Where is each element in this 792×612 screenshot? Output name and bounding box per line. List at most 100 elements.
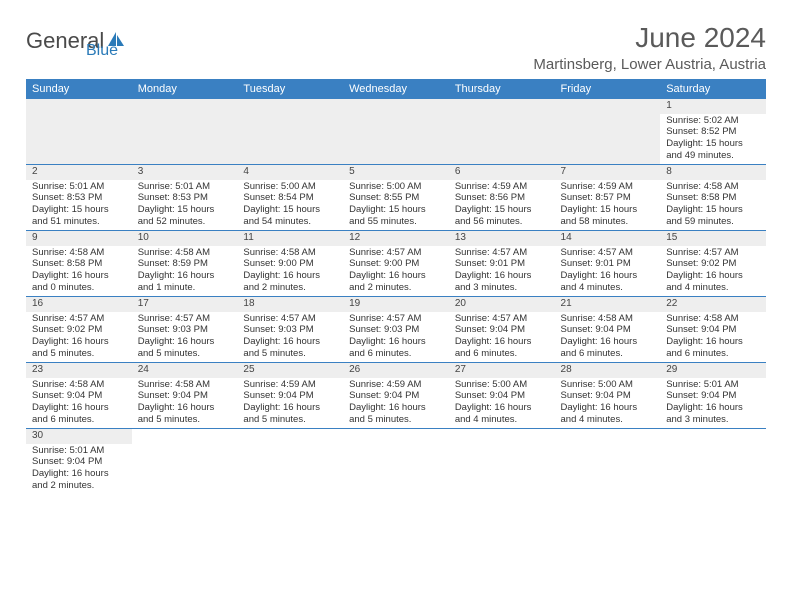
day-number: 20 <box>449 297 555 312</box>
day-details: Sunrise: 4:59 AMSunset: 8:56 PMDaylight:… <box>449 180 555 231</box>
calendar-cell: 8Sunrise: 4:58 AMSunset: 8:58 PMDaylight… <box>660 165 766 231</box>
day-details: Sunrise: 4:57 AMSunset: 9:02 PMDaylight:… <box>660 246 766 297</box>
calendar-cell-empty <box>343 99 449 165</box>
calendar-cell-empty <box>26 99 132 165</box>
day-number: 18 <box>237 297 343 312</box>
calendar-cell: 10Sunrise: 4:58 AMSunset: 8:59 PMDayligh… <box>132 231 238 297</box>
calendar-cell-empty <box>449 99 555 165</box>
page: General Blue June 2024 Martinsberg, Lowe… <box>0 0 792 494</box>
calendar-cell-empty <box>555 99 661 165</box>
calendar-cell: 26Sunrise: 4:59 AMSunset: 9:04 PMDayligh… <box>343 363 449 429</box>
calendar-cell: 12Sunrise: 4:57 AMSunset: 9:00 PMDayligh… <box>343 231 449 297</box>
calendar-header-row: SundayMondayTuesdayWednesdayThursdayFrid… <box>26 79 766 99</box>
day-header: Friday <box>555 79 661 99</box>
calendar-cell: 20Sunrise: 4:57 AMSunset: 9:04 PMDayligh… <box>449 297 555 363</box>
page-title: June 2024 <box>533 22 766 54</box>
day-header: Tuesday <box>237 79 343 99</box>
day-number: 7 <box>555 165 661 180</box>
day-header: Sunday <box>26 79 132 99</box>
day-details: Sunrise: 4:59 AMSunset: 9:04 PMDaylight:… <box>343 378 449 429</box>
day-number: 3 <box>132 165 238 180</box>
calendar-cell: 7Sunrise: 4:59 AMSunset: 8:57 PMDaylight… <box>555 165 661 231</box>
day-number: 24 <box>132 363 238 378</box>
day-header: Saturday <box>660 79 766 99</box>
calendar-cell: 18Sunrise: 4:57 AMSunset: 9:03 PMDayligh… <box>237 297 343 363</box>
calendar-week: 1Sunrise: 5:02 AMSunset: 8:52 PMDaylight… <box>26 99 766 165</box>
day-header: Wednesday <box>343 79 449 99</box>
day-header: Thursday <box>449 79 555 99</box>
day-number: 12 <box>343 231 449 246</box>
day-number: 26 <box>343 363 449 378</box>
day-details: Sunrise: 5:00 AMSunset: 9:04 PMDaylight:… <box>555 378 661 429</box>
calendar-cell-empty <box>660 429 766 495</box>
day-details: Sunrise: 5:00 AMSunset: 9:04 PMDaylight:… <box>449 378 555 429</box>
calendar-week: 23Sunrise: 4:58 AMSunset: 9:04 PMDayligh… <box>26 363 766 429</box>
calendar-week: 16Sunrise: 4:57 AMSunset: 9:02 PMDayligh… <box>26 297 766 363</box>
day-number: 6 <box>449 165 555 180</box>
calendar-cell: 6Sunrise: 4:59 AMSunset: 8:56 PMDaylight… <box>449 165 555 231</box>
day-details: Sunrise: 4:58 AMSunset: 9:04 PMDaylight:… <box>26 378 132 429</box>
calendar-cell: 14Sunrise: 4:57 AMSunset: 9:01 PMDayligh… <box>555 231 661 297</box>
day-number: 13 <box>449 231 555 246</box>
day-details: Sunrise: 5:00 AMSunset: 8:54 PMDaylight:… <box>237 180 343 231</box>
calendar-cell-empty <box>343 429 449 495</box>
calendar-cell: 5Sunrise: 5:00 AMSunset: 8:55 PMDaylight… <box>343 165 449 231</box>
calendar-cell: 29Sunrise: 5:01 AMSunset: 9:04 PMDayligh… <box>660 363 766 429</box>
calendar-cell-empty <box>237 429 343 495</box>
day-number: 15 <box>660 231 766 246</box>
day-number: 17 <box>132 297 238 312</box>
day-details: Sunrise: 4:58 AMSunset: 9:04 PMDaylight:… <box>132 378 238 429</box>
day-details: Sunrise: 4:59 AMSunset: 9:04 PMDaylight:… <box>237 378 343 429</box>
day-number: 14 <box>555 231 661 246</box>
day-details: Sunrise: 4:57 AMSunset: 9:04 PMDaylight:… <box>449 312 555 363</box>
day-details: Sunrise: 5:01 AMSunset: 9:04 PMDaylight:… <box>660 378 766 429</box>
day-details: Sunrise: 5:01 AMSunset: 9:04 PMDaylight:… <box>26 444 132 495</box>
day-number: 29 <box>660 363 766 378</box>
day-details: Sunrise: 4:58 AMSunset: 8:58 PMDaylight:… <box>660 180 766 231</box>
day-details: Sunrise: 4:59 AMSunset: 8:57 PMDaylight:… <box>555 180 661 231</box>
day-details: Sunrise: 4:57 AMSunset: 9:03 PMDaylight:… <box>132 312 238 363</box>
title-block: June 2024 Martinsberg, Lower Austria, Au… <box>533 22 766 73</box>
day-header: Monday <box>132 79 238 99</box>
calendar-cell-empty <box>132 99 238 165</box>
calendar-cell: 11Sunrise: 4:58 AMSunset: 9:00 PMDayligh… <box>237 231 343 297</box>
calendar-week: 9Sunrise: 4:58 AMSunset: 8:58 PMDaylight… <box>26 231 766 297</box>
calendar-cell: 27Sunrise: 5:00 AMSunset: 9:04 PMDayligh… <box>449 363 555 429</box>
day-details: Sunrise: 4:57 AMSunset: 9:01 PMDaylight:… <box>449 246 555 297</box>
calendar-week: 30Sunrise: 5:01 AMSunset: 9:04 PMDayligh… <box>26 429 766 495</box>
day-details: Sunrise: 4:57 AMSunset: 9:02 PMDaylight:… <box>26 312 132 363</box>
day-number: 9 <box>26 231 132 246</box>
logo-text: General Blue <box>26 28 126 54</box>
calendar-cell: 21Sunrise: 4:58 AMSunset: 9:04 PMDayligh… <box>555 297 661 363</box>
day-number: 28 <box>555 363 661 378</box>
day-details: Sunrise: 4:57 AMSunset: 9:01 PMDaylight:… <box>555 246 661 297</box>
calendar-cell: 25Sunrise: 4:59 AMSunset: 9:04 PMDayligh… <box>237 363 343 429</box>
day-number: 16 <box>26 297 132 312</box>
day-details: Sunrise: 4:58 AMSunset: 9:04 PMDaylight:… <box>555 312 661 363</box>
calendar-cell: 3Sunrise: 5:01 AMSunset: 8:53 PMDaylight… <box>132 165 238 231</box>
location: Martinsberg, Lower Austria, Austria <box>533 56 766 73</box>
calendar-cell: 22Sunrise: 4:58 AMSunset: 9:04 PMDayligh… <box>660 297 766 363</box>
calendar-cell: 9Sunrise: 4:58 AMSunset: 8:58 PMDaylight… <box>26 231 132 297</box>
calendar-cell: 28Sunrise: 5:00 AMSunset: 9:04 PMDayligh… <box>555 363 661 429</box>
calendar-cell: 16Sunrise: 4:57 AMSunset: 9:02 PMDayligh… <box>26 297 132 363</box>
day-details: Sunrise: 5:01 AMSunset: 8:53 PMDaylight:… <box>132 180 238 231</box>
day-number: 2 <box>26 165 132 180</box>
calendar-body: 1Sunrise: 5:02 AMSunset: 8:52 PMDaylight… <box>26 99 766 494</box>
calendar-cell: 4Sunrise: 5:00 AMSunset: 8:54 PMDaylight… <box>237 165 343 231</box>
calendar-week: 2Sunrise: 5:01 AMSunset: 8:53 PMDaylight… <box>26 165 766 231</box>
day-number: 19 <box>343 297 449 312</box>
calendar-cell-empty <box>237 99 343 165</box>
day-number: 23 <box>26 363 132 378</box>
day-number: 10 <box>132 231 238 246</box>
calendar-cell: 30Sunrise: 5:01 AMSunset: 9:04 PMDayligh… <box>26 429 132 495</box>
day-number: 11 <box>237 231 343 246</box>
calendar-cell-empty <box>132 429 238 495</box>
calendar-table: SundayMondayTuesdayWednesdayThursdayFrid… <box>26 79 766 494</box>
day-details: Sunrise: 5:01 AMSunset: 8:53 PMDaylight:… <box>26 180 132 231</box>
day-details: Sunrise: 4:57 AMSunset: 9:00 PMDaylight:… <box>343 246 449 297</box>
day-number: 27 <box>449 363 555 378</box>
calendar-cell: 17Sunrise: 4:57 AMSunset: 9:03 PMDayligh… <box>132 297 238 363</box>
day-number: 5 <box>343 165 449 180</box>
day-number: 21 <box>555 297 661 312</box>
